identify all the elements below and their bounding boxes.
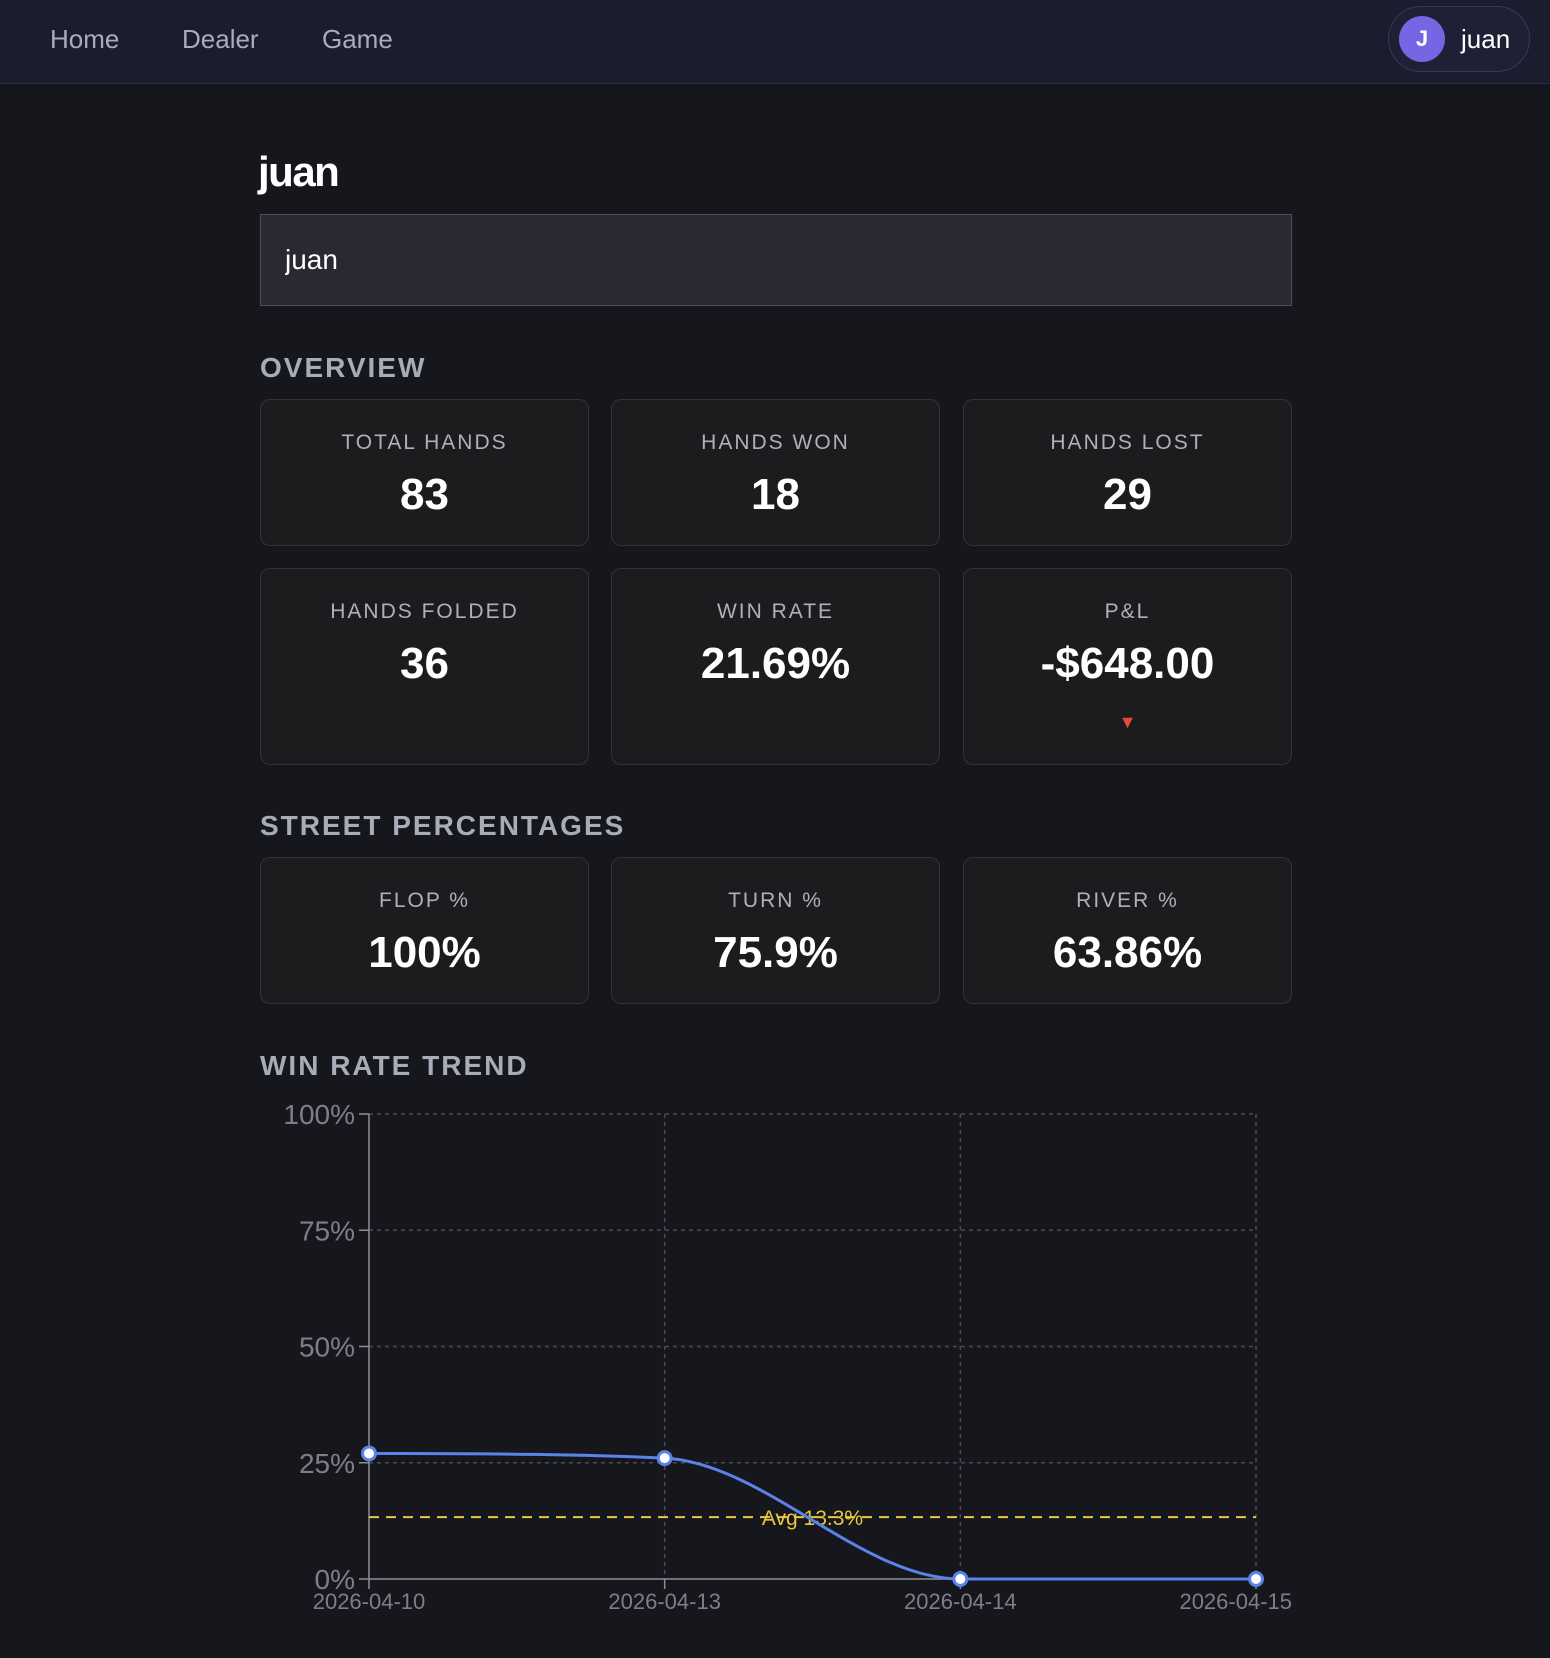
stat-value: 100% <box>368 928 481 977</box>
stat-value: 29 <box>1103 470 1152 519</box>
stat-card-river: RIVER % 63.86% <box>963 857 1292 1004</box>
stat-card-hands-folded: HANDS FOLDED 36 <box>260 568 589 765</box>
stat-card-turn: TURN % 75.9% <box>611 857 940 1004</box>
x-tick-label: 2026-04-15 <box>1179 1589 1292 1614</box>
y-tick-label: 100% <box>283 1099 355 1130</box>
user-name: juan <box>1461 24 1511 54</box>
avatar: J <box>1399 16 1445 62</box>
chart-svg: 0% 25% 50% 75% 100% 2026-04-10 2026-04-13 2026-… <box>283 1099 1292 1614</box>
stat-card-hands-won: HANDS WON 18 <box>611 399 940 546</box>
stat-value: 83 <box>400 470 449 519</box>
stat-value: 63.86% <box>1052 928 1203 977</box>
data-point <box>952 1571 969 1587</box>
nav-home-link[interactable]: Home <box>50 24 120 54</box>
stat-label: WIN RATE <box>716 600 835 623</box>
y-tick-label: 75% <box>299 1215 355 1246</box>
data-point <box>1248 1571 1264 1587</box>
overview-title: OVERVIEW <box>260 352 427 383</box>
stat-value: 21.69% <box>700 639 851 688</box>
stat-value: 18 <box>751 470 800 519</box>
name-input[interactable] <box>260 214 1292 306</box>
win-rate-trend-chart: 0% 25% 50% 75% 100% 2026-04-10 2026-04-13 2026-… <box>260 1090 1310 1650</box>
y-tick-label: 0% <box>315 1564 355 1595</box>
stat-label: TURN % <box>728 889 823 912</box>
x-tick-label: 2026-04-14 <box>904 1589 1017 1614</box>
stat-label: HANDS WON <box>701 431 850 454</box>
stat-value: -$648.00 <box>1040 639 1215 688</box>
data-point <box>656 1450 673 1467</box>
x-tick-label: 2026-04-10 <box>313 1589 426 1614</box>
stat-card-flop: FLOP % 100% <box>260 857 589 1004</box>
stat-label: TOTAL HANDS <box>341 431 508 454</box>
user-menu-button[interactable]: J juan <box>1388 6 1530 72</box>
nav-game-link[interactable]: Game <box>322 24 393 54</box>
stat-label: FLOP % <box>379 889 470 912</box>
stat-card-total-hands: TOTAL HANDS 83 <box>260 399 589 546</box>
nav-dealer-link[interactable]: Dealer <box>182 24 259 54</box>
data-point <box>361 1445 377 1462</box>
stat-label: HANDS FOLDED <box>330 600 519 623</box>
street-percentages-title: STREET PERCENTAGES <box>260 810 626 841</box>
trend-down-icon: ▼ <box>1118 712 1137 732</box>
stat-label: P&L <box>1104 600 1151 623</box>
y-tick-label: 50% <box>299 1332 355 1363</box>
stat-label: HANDS LOST <box>1050 431 1205 454</box>
y-tick-label: 25% <box>299 1448 355 1479</box>
stat-label: RIVER % <box>1076 889 1179 912</box>
win-rate-trend-title: WIN RATE TREND <box>260 1050 529 1081</box>
series-line <box>368 1451 1256 1581</box>
stat-card-hands-lost: HANDS LOST 29 <box>963 399 1292 546</box>
stat-card-pnl: P&L -$648.00 ▼ <box>963 568 1292 765</box>
stat-value: 75.9% <box>713 928 838 977</box>
top-nav: Home Dealer Game J juan <box>0 0 1550 84</box>
stat-card-win-rate: WIN RATE 21.69% <box>611 568 940 765</box>
stat-value: 36 <box>400 639 449 688</box>
x-tick-label: 2026-04-13 <box>608 1589 721 1614</box>
page-title: juan <box>258 148 340 195</box>
